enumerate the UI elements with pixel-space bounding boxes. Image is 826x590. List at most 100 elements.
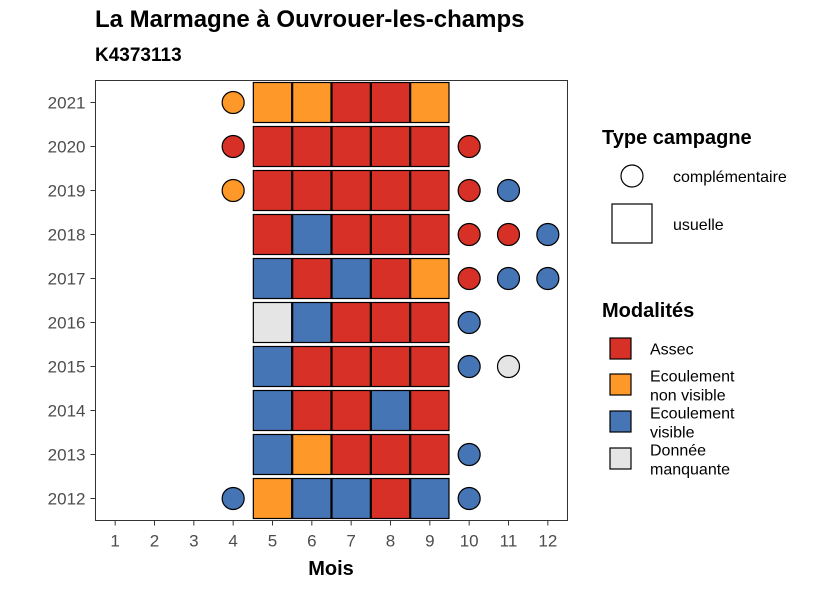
cell-2012-5 xyxy=(252,477,293,520)
point-2018-10 xyxy=(457,222,481,247)
x-tick-label-3: 3 xyxy=(189,532,198,551)
point-2018-12 xyxy=(536,222,560,247)
y-tick-label-2014: 2014 xyxy=(48,402,86,421)
legend-type-title: Type campagne xyxy=(602,127,752,149)
cell-2012-7 xyxy=(331,477,371,520)
x-tick-label-7: 7 xyxy=(346,532,355,551)
point-2021-4 xyxy=(221,90,245,115)
legend-label-usuelle: usuelle xyxy=(673,217,724,234)
complementaire-points xyxy=(221,90,560,511)
cell-2015-5 xyxy=(252,345,293,388)
cell-2021-7 xyxy=(331,81,371,124)
point-2019-11 xyxy=(496,178,521,203)
cell-2021-6 xyxy=(292,81,332,124)
point-2012-10 xyxy=(457,486,481,511)
legend-key-ecoulement-non-visible xyxy=(609,373,632,396)
legend-label-donn-e-manquante-1: Donnée xyxy=(650,443,706,460)
cell-2016-8 xyxy=(370,301,411,344)
cell-2017-8 xyxy=(370,257,411,300)
point-2017-12 xyxy=(536,266,560,291)
cell-2020-6 xyxy=(292,125,332,168)
x-tick-label-5: 5 xyxy=(268,532,277,551)
legend-key-complementaire xyxy=(620,164,644,188)
chart-subtitle: K4373113 xyxy=(95,45,182,66)
cell-2020-5 xyxy=(252,125,293,168)
x-axis-title: Mois xyxy=(308,558,354,580)
y-tick-label-2015: 2015 xyxy=(48,358,86,377)
x-axis: 1 2 3 4 5 6 7 8 9 10 11 12 xyxy=(110,520,557,551)
y-axis: 2012 2013 2014 2015 2016 2017 2018 2019 2020 2021 xyxy=(48,94,96,509)
cell-2016-5 xyxy=(252,301,293,344)
point-2020-10 xyxy=(457,134,481,159)
cell-2014-8 xyxy=(370,389,411,432)
legend-key-assec xyxy=(609,337,632,360)
cell-2016-9 xyxy=(410,301,450,344)
point-2019-10 xyxy=(457,178,481,203)
cell-2013-5 xyxy=(252,433,293,476)
cell-2012-9 xyxy=(410,477,450,520)
cell-2015-8 xyxy=(370,345,411,388)
x-tick-label-1: 1 xyxy=(110,532,119,551)
cell-2014-7 xyxy=(331,389,371,432)
legend-label-donn-e-manquante-2: manquante xyxy=(650,462,730,479)
y-tick-label-2019: 2019 xyxy=(48,182,86,201)
cell-2013-7 xyxy=(331,433,371,476)
cell-2016-6 xyxy=(292,301,332,344)
x-tick-label-10: 10 xyxy=(460,532,479,551)
point-2013-10 xyxy=(457,442,481,467)
cell-2018-5 xyxy=(252,213,293,256)
x-tick-label-2: 2 xyxy=(150,532,159,551)
cell-2018-6 xyxy=(292,213,332,256)
x-tick-label-6: 6 xyxy=(307,532,316,551)
cell-2017-6 xyxy=(292,257,332,300)
point-2019-4 xyxy=(221,178,245,203)
point-2017-11 xyxy=(496,266,521,291)
cell-2014-5 xyxy=(252,389,293,432)
y-tick-label-2018: 2018 xyxy=(48,226,86,245)
cell-2019-5 xyxy=(252,169,293,212)
legend-label-ecoulement-visible-1: Ecoulement xyxy=(650,406,735,423)
y-tick-label-2016: 2016 xyxy=(48,314,86,333)
cell-2014-6 xyxy=(292,389,332,432)
cell-2012-8 xyxy=(370,477,411,520)
legend-label-ecoulement-visible-2: visible xyxy=(650,425,695,442)
legend-label-complementaire: complémentaire xyxy=(673,169,787,186)
point-2016-10 xyxy=(457,310,481,335)
cell-2018-8 xyxy=(370,213,411,256)
cell-2017-9 xyxy=(410,257,450,300)
cell-2020-9 xyxy=(410,125,450,168)
cell-2020-7 xyxy=(331,125,371,168)
x-tick-label-12: 12 xyxy=(538,532,557,551)
cell-2019-8 xyxy=(370,169,411,212)
point-2018-11 xyxy=(496,222,521,247)
chart-title: La Marmagne à Ouvrouer-les-champs xyxy=(95,6,525,33)
cell-2021-9 xyxy=(410,81,450,124)
point-2017-10 xyxy=(457,266,481,291)
cell-2015-7 xyxy=(331,345,371,388)
cell-2018-7 xyxy=(331,213,371,256)
x-tick-label-11: 11 xyxy=(500,532,518,551)
legend-key-donn-e-manquante xyxy=(609,447,632,470)
point-2015-10 xyxy=(457,354,481,379)
cell-2015-9 xyxy=(410,345,450,388)
cell-2013-8 xyxy=(370,433,411,476)
y-tick-label-2013: 2013 xyxy=(48,446,86,465)
cell-2012-6 xyxy=(292,477,332,520)
usuelle-cells xyxy=(252,81,450,520)
x-tick-label-9: 9 xyxy=(425,532,434,551)
legend-modalites-title: Modalités xyxy=(602,300,694,322)
cell-2021-8 xyxy=(370,81,411,124)
cell-2017-5 xyxy=(252,257,293,300)
cell-2014-9 xyxy=(410,389,450,432)
legend-label-ecoulement-non-visible-2: non visible xyxy=(650,388,726,405)
legend-label-assec: Assec xyxy=(650,342,694,359)
point-2020-4 xyxy=(221,134,245,159)
cell-2017-7 xyxy=(331,257,371,300)
cell-2020-8 xyxy=(370,125,411,168)
legend-type-campagne: Type campagne complémentaire usuelle xyxy=(602,127,787,244)
x-tick-label-8: 8 xyxy=(386,532,395,551)
cell-2015-6 xyxy=(292,345,332,388)
cell-2019-7 xyxy=(331,169,371,212)
